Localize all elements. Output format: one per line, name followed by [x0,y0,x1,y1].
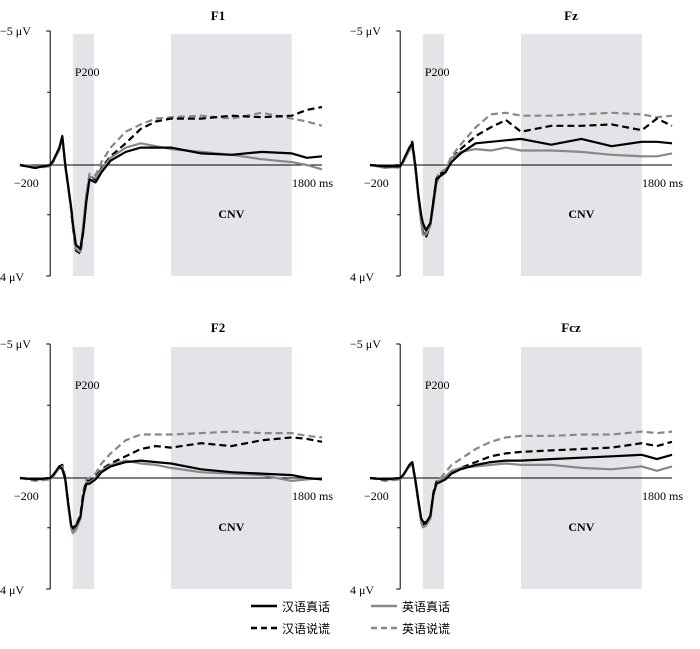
shaded-window-p200 [72,34,94,276]
y-bottom-label: 4 μV [350,583,374,597]
legend-swatch-dashed-gray [371,626,397,630]
p200-label: P200 [75,65,100,79]
legend-item: 英语真话 [370,596,450,616]
x-end-label: 1800 ms [642,176,683,190]
cnv-label: CNV [218,520,244,534]
x-start-label: −200 [364,489,389,503]
legend-item: 汉语真话 [250,596,330,616]
x-start-label: −200 [14,489,39,503]
legend-item: 汉语说谎 [250,618,330,638]
panel-fcz: −5 μV 4 μV −200 1800 ms Fcz P200 CNV [350,320,683,597]
series-line [19,459,323,529]
panel-f1: −5 μV 4 μV −200 1800 ms F1 P200 CNV [0,8,333,284]
panel-title: Fz [564,8,578,23]
p200-label: P200 [75,378,100,392]
shaded-window-p200 [72,347,94,589]
panel-fz: −5 μV 4 μV −200 1800 ms Fz P200 CNV [350,8,683,284]
legend-item: 英语说谎 [370,618,450,638]
y-top-label: −5 μV [350,24,381,38]
panel-title: F1 [211,8,225,23]
x-start-label: −200 [14,176,39,190]
legend-swatch-solid-black [251,604,277,608]
panel-title: F2 [211,320,225,335]
x-end-label: 1800 ms [292,489,333,503]
y-top-label: −5 μV [350,337,381,351]
legend: 汉语真话 英语真话 汉语说谎 英语说谎 [250,596,510,644]
shaded-window-p200 [422,34,444,276]
x-start-label: −200 [364,176,389,190]
panel-title: Fcz [561,320,581,335]
series-line [19,436,323,530]
legend-label: 英语说谎 [402,621,451,636]
series-line [19,134,323,251]
series-line [369,111,673,235]
p200-label: P200 [425,378,450,392]
legend-swatch-solid-gray [371,604,397,608]
p200-label: P200 [425,65,450,79]
panel-f2: −5 μV 4 μV −200 1800 ms F2 P200 CNV [0,320,333,597]
legend-label: 汉语真话 [282,599,331,614]
y-bottom-label: 4 μV [0,583,24,597]
y-bottom-label: 4 μV [0,270,24,284]
cnv-label: CNV [218,207,244,221]
shaded-window-p200 [422,347,444,589]
legend-label: 英语真话 [402,599,451,614]
y-top-label: −5 μV [0,24,31,38]
legend-label: 汉语说谎 [282,621,331,636]
series-line [369,453,673,525]
cnv-label: CNV [568,520,594,534]
cnv-label: CNV [568,207,594,221]
x-end-label: 1800 ms [292,176,333,190]
x-end-label: 1800 ms [642,489,683,503]
legend-swatch-dashed-black [251,626,277,630]
y-top-label: −5 μV [0,337,31,351]
series-line [369,145,673,236]
y-bottom-label: 4 μV [350,270,374,284]
series-line [369,137,673,232]
